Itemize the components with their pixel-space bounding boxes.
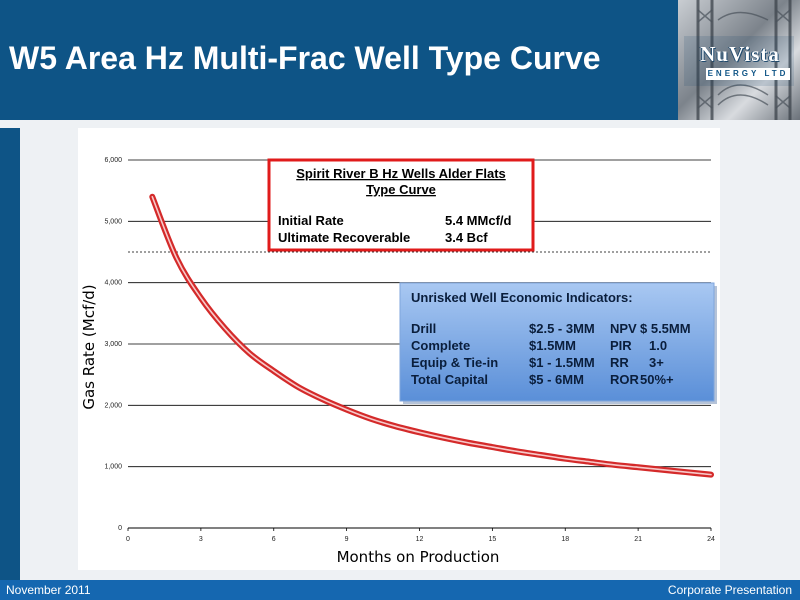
econ-metric-ror: ROR (610, 372, 640, 387)
y-axis-title: Gas Rate (Mcf/d) (80, 284, 98, 409)
x-axis-title: Months on Production (337, 548, 500, 566)
tower-structure-image (696, 0, 792, 120)
ultimate-recoverable-label: Ultimate Recoverable (278, 230, 410, 245)
econ-cost-drill: $2.5 - 3MM (529, 321, 595, 336)
tick-labels: 0 1,000 2,000 3,000 4,000 5,000 6,000 0 3 6 9 12 15 1… (104, 157, 715, 543)
logo-wordmark: NuVista (700, 42, 780, 66)
economics-box: Unrisked Well Economic Indicators: Drill… (399, 282, 717, 404)
econ-item-total: Total Capital (411, 372, 488, 387)
y-tick-label: 5,000 (104, 218, 122, 225)
type-curve-box-title-line1: Spirit River B Hz Wells Alder Flats (296, 166, 506, 181)
footer-date: November 2011 (6, 583, 91, 597)
x-tick-label: 21 (634, 536, 642, 543)
y-tick-label: 4,000 (104, 280, 122, 287)
econ-metric-rr: RR (610, 355, 629, 370)
type-curve-box: Spirit River B Hz Wells Alder Flats Type… (267, 158, 535, 252)
company-logo: NuVista ENERGY LTD (678, 0, 800, 120)
econ-item-equip: Equip & Tie-in (411, 355, 498, 370)
type-curve-box-title-line2: Type Curve (366, 182, 436, 197)
type-curve-chart: 0 1,000 2,000 3,000 4,000 5,000 6,000 0 3 6 9 12 15 1… (80, 157, 717, 566)
econ-value-pir: 1.0 (649, 338, 667, 353)
chart-panel: 0 1,000 2,000 3,000 4,000 5,000 6,000 0 3 6 9 12 15 1… (78, 128, 720, 570)
econ-cost-complete: $1.5MM (529, 338, 576, 353)
y-tick-label: 1,000 (104, 464, 122, 471)
footer-presentation-label: Corporate Presentation (667, 583, 792, 597)
y-tick-label: 0 (118, 525, 122, 532)
footer-bar (0, 580, 800, 600)
x-tick-label: 15 (488, 536, 496, 543)
ultimate-recoverable-value: 3.4 Bcf (445, 230, 488, 245)
y-tick-label: 2,000 (104, 402, 122, 409)
econ-cost-equip: $1 - 1.5MM (529, 355, 595, 370)
econ-cost-total: $5 - 6MM (529, 372, 584, 387)
econ-value-ror: 50%+ (640, 372, 674, 387)
slide-title: W5 Area Hz Multi-Frac Well Type Curve (9, 40, 601, 76)
econ-metric-pir: PIR (610, 338, 632, 353)
econ-item-complete: Complete (411, 338, 470, 353)
type-curve-box-border (267, 158, 535, 252)
y-tick-label: 6,000 (104, 157, 122, 164)
x-tick-label: 0 (126, 536, 130, 543)
axes (127, 527, 712, 531)
econ-value-rr: 3+ (649, 355, 664, 370)
econ-item-drill: Drill (411, 321, 436, 336)
x-tick-label: 3 (199, 536, 203, 543)
x-tick-label: 12 (416, 536, 424, 543)
initial-rate-value: 5.4 MMcf/d (445, 213, 512, 228)
left-accent-bar (0, 128, 20, 580)
initial-rate-label: Initial Rate (278, 213, 344, 228)
header-bar (0, 0, 678, 120)
curve-layer (149, 193, 714, 478)
economics-box-panel (399, 282, 715, 402)
econ-value-npv: $ 5.5MM (640, 321, 691, 336)
x-tick-label: 24 (707, 536, 715, 543)
econ-metric-npv: NPV (610, 321, 637, 336)
x-tick-label: 6 (272, 536, 276, 543)
type-curve-line-highlight (151, 196, 712, 476)
economics-box-title: Unrisked Well Economic Indicators: (411, 290, 633, 305)
y-tick-label: 3,000 (104, 341, 122, 348)
x-tick-label: 18 (561, 536, 569, 543)
x-tick-label: 9 (345, 536, 349, 543)
logo-tagline: ENERGY LTD (706, 68, 790, 80)
